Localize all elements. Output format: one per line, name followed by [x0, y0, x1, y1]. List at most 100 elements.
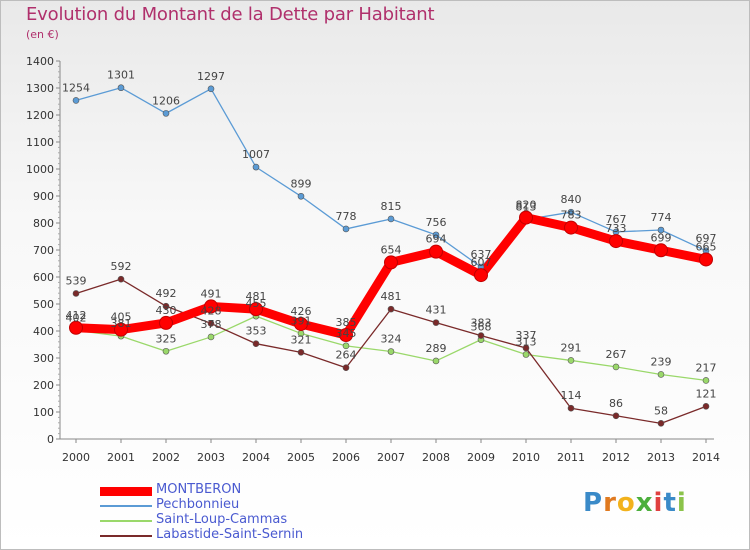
series-point — [162, 302, 170, 310]
series-point — [342, 364, 350, 372]
data-label: 813 — [516, 200, 537, 213]
series-point — [429, 244, 443, 259]
legend-item: MONTBERON — [100, 482, 420, 499]
y-tick-label: 300 — [33, 352, 54, 365]
series-point — [657, 371, 665, 378]
data-label: 1301 — [107, 69, 135, 82]
y-tick-label: 900 — [33, 190, 54, 203]
series-point — [699, 252, 713, 267]
data-label: 353 — [246, 325, 267, 338]
x-tick-label: 2001 — [107, 451, 135, 464]
series-point — [294, 316, 308, 331]
data-label: 774 — [651, 211, 672, 224]
data-label: 58 — [654, 404, 668, 417]
legend-label: MONTBERON — [156, 482, 242, 497]
series-point — [612, 412, 620, 420]
data-label: 1007 — [242, 148, 270, 161]
series-point — [297, 192, 305, 200]
data-label: 428 — [201, 304, 222, 317]
series-point — [567, 208, 575, 216]
series-point — [657, 420, 665, 427]
data-label: 217 — [696, 361, 717, 374]
data-label: 767 — [606, 213, 627, 226]
logo-letter: i — [653, 488, 664, 518]
legend-swatch — [100, 505, 152, 507]
series-point — [387, 305, 395, 313]
chart-title: Evolution du Montant de la Dette par Hab… — [26, 4, 435, 25]
data-label: 654 — [381, 243, 402, 256]
data-label: 321 — [291, 333, 312, 346]
series-point — [432, 357, 440, 365]
series-point — [252, 163, 260, 171]
y-tick-label: 400 — [33, 325, 54, 338]
data-label: 313 — [516, 335, 537, 348]
series-point — [162, 347, 170, 355]
data-label: 402 — [66, 311, 87, 324]
data-label: 1206 — [152, 94, 180, 107]
series-point — [252, 340, 260, 347]
x-tick-label: 2009 — [467, 451, 495, 464]
data-label: 1297 — [197, 70, 225, 83]
series-point — [342, 342, 350, 350]
y-tick-label: 200 — [33, 379, 54, 392]
data-label: 121 — [696, 387, 717, 400]
series-point — [522, 351, 530, 358]
axes: 0 100 200 300 400 500 600 700 800 900 1000 1100 1200… — [26, 55, 720, 464]
data-label: 383 — [471, 317, 492, 330]
data-label: 539 — [66, 274, 87, 287]
legend-swatch — [100, 520, 152, 522]
y-tick-label: 1100 — [26, 136, 54, 149]
series-point — [432, 319, 440, 326]
series-point — [339, 328, 353, 343]
data-label: 114 — [561, 389, 582, 402]
data-label: 289 — [426, 342, 447, 355]
legend-swatch — [100, 535, 152, 537]
data-label: 324 — [381, 333, 402, 346]
data-label: 481 — [246, 290, 267, 303]
series-points — [69, 84, 713, 427]
y-tick-label: 0 — [47, 433, 54, 446]
data-label: 430 — [156, 304, 177, 317]
y-tick-label: 1300 — [26, 82, 54, 95]
x-tick-label: 2011 — [557, 451, 585, 464]
y-tick-label: 1200 — [26, 109, 54, 122]
series-point — [654, 243, 668, 258]
data-label: 368 — [471, 321, 492, 334]
data-label: 694 — [426, 233, 447, 246]
data-label: 345 — [336, 327, 357, 340]
series-point — [657, 226, 665, 234]
data-label: 592 — [111, 260, 132, 273]
series-point — [162, 110, 170, 117]
y-tick-label: 100 — [33, 406, 54, 419]
data-label: 820 — [516, 199, 537, 212]
x-tick-label: 2010 — [512, 451, 540, 464]
data-label: 385 — [336, 316, 357, 329]
series-point — [117, 84, 125, 92]
data-label: 778 — [336, 210, 357, 223]
series-point — [117, 275, 125, 283]
y-tick-label: 1400 — [26, 55, 54, 68]
series-point — [702, 377, 710, 384]
data-label: 492 — [156, 287, 177, 300]
x-tick-label: 2006 — [332, 451, 360, 464]
series-point — [207, 320, 215, 327]
legend-item: Saint-Loup-Cammas — [100, 512, 420, 529]
proxiti-logo: Proxiti — [583, 488, 687, 518]
series-point — [477, 332, 485, 339]
logo-letter: P — [583, 488, 604, 518]
series-point — [612, 363, 620, 371]
series-point — [519, 210, 533, 225]
data-label: 756 — [426, 216, 447, 229]
data-label: 381 — [111, 317, 132, 330]
series-point — [522, 344, 530, 352]
x-tick-label: 2000 — [62, 451, 90, 464]
series-point — [564, 220, 578, 235]
series-point — [567, 404, 575, 412]
legend-swatch — [100, 486, 152, 496]
series-point — [72, 97, 80, 104]
data-label: 840 — [561, 193, 582, 206]
data-label: 665 — [696, 240, 717, 253]
y-tick-label: 700 — [33, 244, 54, 257]
